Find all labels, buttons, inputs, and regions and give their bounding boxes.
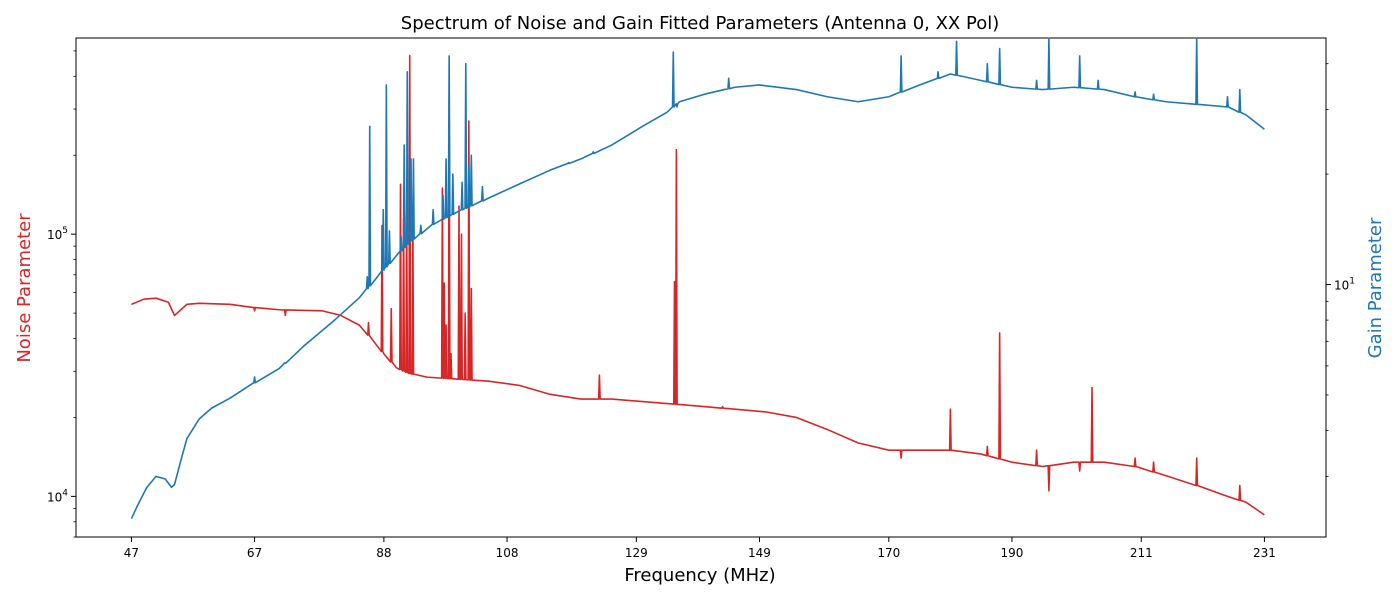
x-tick-label: 149 [748,546,771,560]
y-right-tick-label: 101 [1334,277,1355,293]
y-right-axis-label: Gain Parameter [1365,217,1386,358]
x-axis-label: Frequency (MHz) [624,565,775,586]
x-tick-label: 170 [877,546,900,560]
plot-frame [75,37,1327,538]
x-tick-label: 190 [1001,546,1024,560]
y-left-axis: 104 105 [47,50,76,538]
chart-title: Spectrum of Noise and Gain Fitted Parame… [401,13,999,34]
y-left-tick-label: 105 [47,226,68,242]
y-left-axis-label: Noise Parameter [14,213,35,363]
x-tick-label: 88 [376,546,391,560]
series-layer [130,37,1265,520]
x-tick-label: 108 [496,546,519,560]
x-tick-label: 67 [247,546,262,560]
x-tick-label: 211 [1130,546,1153,560]
series-line-noise [131,54,1265,516]
plot-area: 47 67 88 108 129 149 170 190 211 231 104 105 101 [47,37,1355,560]
series-line-gain [130,37,1265,520]
x-tick-label: 231 [1253,546,1276,560]
y-left-tick-label: 104 [47,488,68,504]
x-axis: 47 67 88 108 129 149 170 190 211 231 [124,537,1276,560]
x-tick-label: 47 [124,546,139,560]
y-right-axis: 101 [1326,63,1355,477]
x-tick-label: 129 [625,546,648,560]
